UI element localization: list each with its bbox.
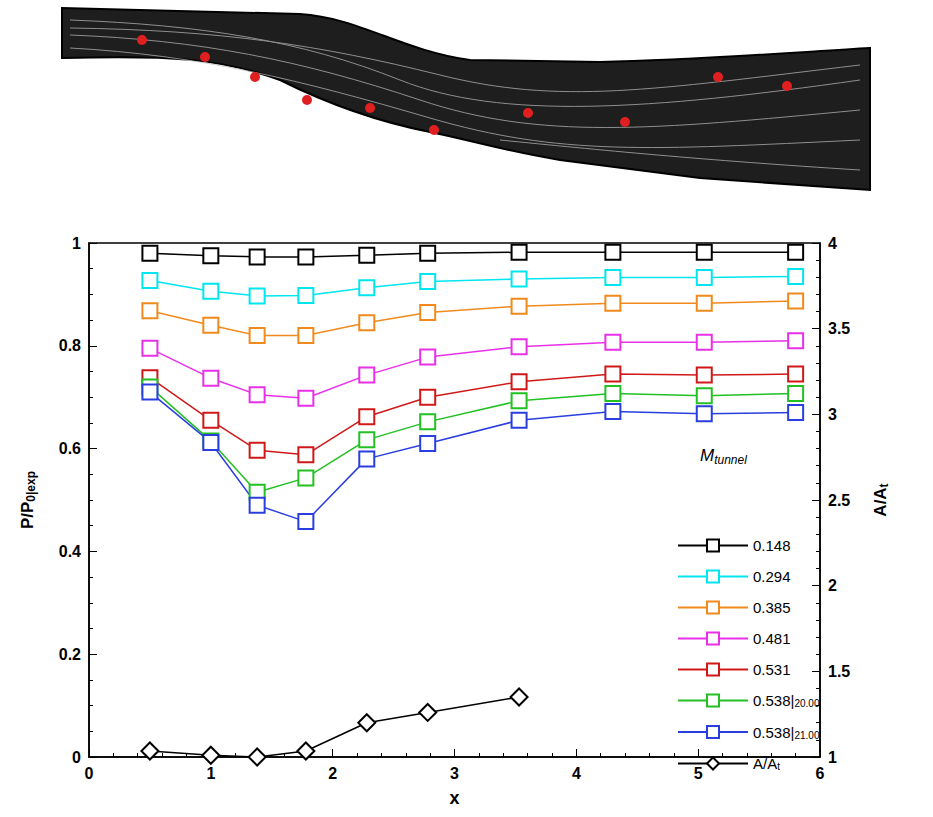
- svg-text:2: 2: [328, 765, 337, 782]
- svg-text:4: 4: [572, 765, 581, 782]
- svg-text:x: x: [449, 788, 459, 808]
- svg-text:0.531: 0.531: [753, 661, 791, 678]
- svg-text:A/A: A/A: [871, 487, 890, 516]
- svg-text:0.8: 0.8: [59, 337, 81, 354]
- svg-text:5: 5: [694, 765, 703, 782]
- svg-text:t: t: [777, 761, 780, 772]
- svg-text:3.5: 3.5: [828, 320, 850, 337]
- svg-text:0.4: 0.4: [59, 543, 81, 560]
- svg-text:0.538|: 0.538|: [753, 724, 794, 741]
- svg-text:21.00: 21.00: [794, 730, 819, 741]
- svg-text:0.481: 0.481: [753, 630, 791, 647]
- svg-text:P/P: P/P: [18, 502, 37, 529]
- svg-text:0.2: 0.2: [59, 646, 81, 663]
- svg-text:3: 3: [828, 406, 837, 423]
- svg-text:20.00: 20.00: [794, 698, 819, 709]
- svg-text:0.6: 0.6: [59, 440, 81, 457]
- svg-text:6: 6: [816, 765, 825, 782]
- svg-text:2: 2: [828, 577, 837, 594]
- svg-text:2.5: 2.5: [828, 492, 850, 509]
- svg-text:0|exp: 0|exp: [24, 471, 38, 502]
- svg-text:1.5: 1.5: [828, 663, 850, 680]
- svg-text:t: t: [877, 483, 891, 487]
- svg-text:1: 1: [206, 765, 215, 782]
- svg-text:0.385: 0.385: [753, 599, 791, 616]
- svg-text:4: 4: [828, 235, 837, 252]
- svg-text:A/A: A/A: [753, 755, 777, 772]
- svg-text:3: 3: [450, 765, 459, 782]
- svg-text:1: 1: [828, 749, 837, 766]
- svg-text:tunnel: tunnel: [714, 453, 747, 467]
- svg-text:0.148: 0.148: [753, 537, 791, 554]
- svg-text:0: 0: [85, 765, 94, 782]
- svg-text:0.538|: 0.538|: [753, 692, 794, 709]
- svg-text:M: M: [700, 446, 715, 465]
- svg-text:1: 1: [72, 235, 81, 252]
- svg-text:0: 0: [72, 749, 81, 766]
- svg-text:0.294: 0.294: [753, 568, 791, 585]
